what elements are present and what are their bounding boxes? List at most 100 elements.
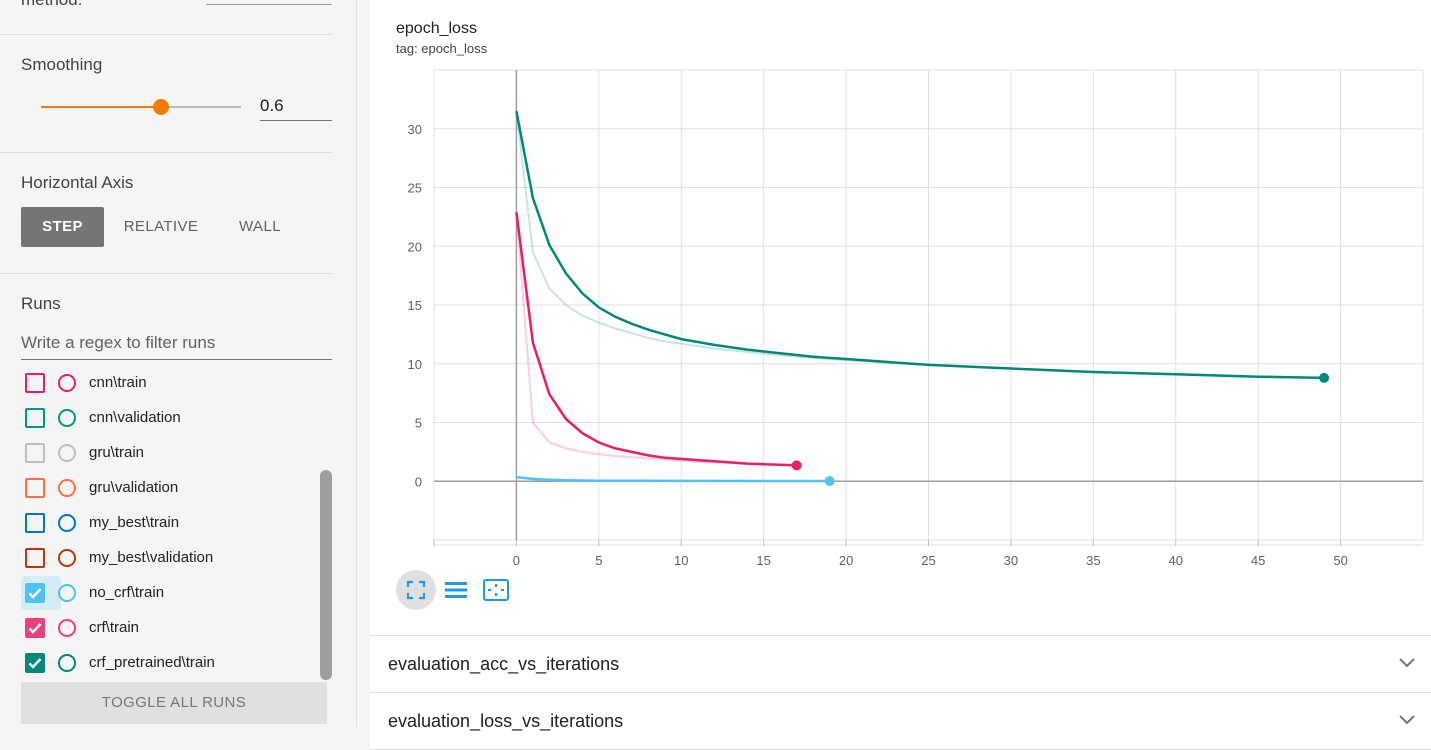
y-tick-label: 25 [408,181,422,196]
run-label: my_best\validation [89,549,214,566]
x-tick-label: 5 [595,553,602,568]
panel-evaluation-loss[interactable]: evaluation_loss_vs_iterations [370,693,1431,750]
x-tick-label: 35 [1086,553,1100,568]
divider [0,152,332,153]
series-end-point [791,460,802,471]
sidebar: method: Smoothing 0.6 Horizontal Axis ST… [0,0,357,727]
run-checkbox[interactable] [25,513,45,533]
run-label: gru\validation [89,479,179,496]
smoothing-slider-thumb[interactable] [153,99,169,115]
run-color-circle-icon[interactable] [58,409,76,427]
run-item[interactable]: crf\train [25,615,315,645]
run-color-circle-icon[interactable] [58,549,76,567]
x-tick-label: 10 [674,553,688,568]
run-checkbox[interactable] [25,618,45,638]
checkmark-icon [28,658,42,669]
panel-evaluation-acc[interactable]: evaluation_acc_vs_iterations [370,636,1431,693]
x-tick-label: 15 [756,553,770,568]
series-end-point [1319,372,1330,383]
raw-series-line [515,110,1325,379]
smoothing-slider-fill [41,106,161,108]
run-label: no_crf\train [89,584,165,601]
run-item[interactable]: cnn\train [25,370,315,400]
x-tick-label: 0 [513,553,520,568]
x-tick-label: 45 [1251,553,1265,568]
x-tick-label: 20 [839,553,853,568]
series-end-point [824,476,835,487]
run-color-circle-icon[interactable] [58,444,76,462]
chevron-down-icon [1399,658,1415,668]
reset-zoom-icon [483,579,509,601]
run-label: crf_pretrained\train [89,654,215,671]
run-label: my_best\train [89,514,180,531]
run-color-circle-icon[interactable] [58,374,76,392]
run-color-circle-icon[interactable] [58,619,76,637]
run-color-circle-icon[interactable] [58,584,76,602]
run-label: gru\train [89,444,145,461]
axis-relative-button[interactable]: RELATIVE [123,218,199,235]
run-checkbox[interactable] [25,548,45,568]
divider [0,34,332,35]
y-tick-label: 20 [408,239,422,254]
runs-title: Runs [21,294,61,313]
run-item[interactable]: no_crf\train [21,576,315,610]
panel-label: evaluation_acc_vs_iterations [388,654,620,674]
run-color-circle-icon[interactable] [58,514,76,532]
divider [0,273,332,274]
runs-scrollbar[interactable] [320,470,332,680]
run-checkbox[interactable] [25,583,45,603]
run-label: cnn\train [89,374,147,391]
smoothing-slider[interactable] [41,99,241,115]
smoothed-series-line [515,110,1325,380]
smoothing-title: Smoothing [21,55,103,74]
runs-filter-input[interactable]: Write a regex to filter runs [21,333,332,360]
log-scale-button[interactable] [436,570,476,610]
y-tick-label: 5 [415,416,422,431]
method-label: method: [21,0,82,10]
checkmark-icon [28,623,42,634]
y-tick-label: 0 [415,474,422,489]
horizontal-axis-title: Horizontal Axis [21,173,134,192]
run-item[interactable]: crf_pretrained\train [25,650,315,680]
checkmark-icon [28,588,42,599]
method-select[interactable] [206,4,332,5]
run-label: cnn\validation [89,409,181,426]
line-chart[interactable]: 0 5 10 15 20 25 30 35 40 45 50 0 5 10 15 20 25 30 [370,0,1431,570]
run-color-circle-icon[interactable] [58,654,76,672]
main-content: epoch_loss tag: epoch_loss 0 5 10 15 20 25 30 3… [370,0,1431,750]
run-checkbox[interactable] [25,478,45,498]
x-tick-label: 40 [1169,553,1183,568]
run-checkbox[interactable] [25,408,45,428]
fit-to-data-icon [406,580,426,600]
run-checkbox[interactable] [25,443,45,463]
chart-tag: tag: epoch_loss [396,41,488,56]
smoothing-value-input[interactable]: 0.6 [260,96,332,121]
chevron-down-icon [1399,715,1415,725]
axis-step-button[interactable]: STEP [21,207,104,247]
y-tick-label: 10 [408,357,422,372]
run-item[interactable]: cnn\validation [25,405,315,435]
chart-title: epoch_loss [396,20,477,37]
run-color-circle-icon[interactable] [58,479,76,497]
x-tick-label: 25 [921,553,935,568]
run-item[interactable]: gru\train [25,440,315,470]
y-tick-label: 15 [408,298,422,313]
run-checkbox[interactable] [25,373,45,393]
panel-label: evaluation_loss_vs_iterations [388,711,624,731]
run-item[interactable]: my_best\validation [25,545,315,575]
toggle-all-runs-button[interactable]: TOGGLE ALL RUNS [21,682,327,724]
run-item[interactable]: gru\validation [25,475,315,505]
smoothed-series-line [515,212,797,467]
y-tick-label: 30 [408,122,422,137]
run-checkbox[interactable] [25,653,45,673]
chart-card: epoch_loss tag: epoch_loss 0 5 10 15 20 25 30 3… [370,0,1431,636]
smoothed-series-line [516,475,830,483]
reset-zoom-button[interactable] [476,570,516,610]
run-label: crf\train [89,619,140,636]
x-tick-label: 30 [1004,553,1018,568]
x-tick-label: 50 [1333,553,1347,568]
fit-to-data-button[interactable] [396,570,436,610]
axis-wall-button[interactable]: WALL [239,218,281,235]
run-item[interactable]: my_best\train [25,510,315,540]
log-scale-icon [445,582,467,598]
